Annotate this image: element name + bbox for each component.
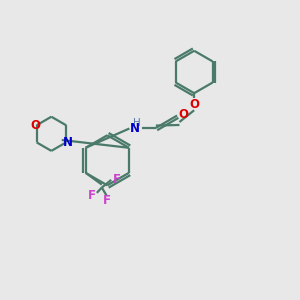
Text: F: F xyxy=(103,194,111,207)
Text: F: F xyxy=(88,189,95,202)
Text: N: N xyxy=(63,136,73,149)
Text: O: O xyxy=(30,119,40,132)
Text: F: F xyxy=(112,173,121,186)
Text: N: N xyxy=(130,122,140,135)
Text: O: O xyxy=(178,108,188,121)
Text: O: O xyxy=(189,98,199,111)
Text: H: H xyxy=(133,118,141,128)
